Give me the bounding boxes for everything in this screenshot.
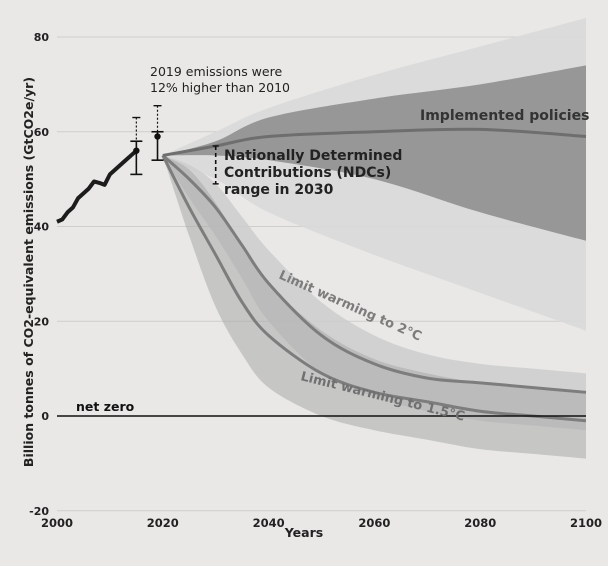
y-tick-20: 20 (34, 315, 50, 328)
emissions-note-line-1: 2019 emissions were (150, 64, 282, 79)
ndc-label-line-3: range in 2030 (224, 182, 334, 198)
x-tick-2100: 2100 (570, 516, 602, 530)
line-15c (161, 154, 587, 423)
markers (130, 104, 219, 185)
y-tick-80: 80 (34, 31, 50, 44)
error-point-2015 (133, 147, 140, 154)
error-point-2019 (154, 133, 161, 140)
x-tick-2040: 2040 (253, 516, 285, 530)
y-tick-60: 60 (34, 126, 50, 139)
ndc-label-line-2: Contributions (NDCs) (224, 165, 391, 181)
y-axis-label: Billion tonnes of CO2-equivalent emissio… (21, 77, 36, 467)
emissions-note-line-2: 12% higher than 2010 (150, 80, 290, 95)
band-policies-inner (162, 65, 587, 241)
x-tick-2000: 2000 (41, 516, 73, 530)
y-tick-40: 40 (34, 221, 50, 234)
x-axis-label: Years (284, 525, 323, 540)
ndc-label-line-1: Nationally Determined (224, 148, 402, 164)
net-zero-label: net zero (76, 399, 135, 414)
line-historical (56, 149, 138, 224)
x-tick-2080: 2080 (464, 516, 496, 530)
implemented-policies-label: Implemented policies (420, 108, 589, 124)
y-tick--20: -20 (29, 505, 49, 518)
x-tick-2020: 2020 (147, 516, 179, 530)
line-2c (161, 154, 587, 394)
y-tick-0: 0 (41, 410, 49, 423)
x-tick-2060: 2060 (358, 516, 390, 530)
